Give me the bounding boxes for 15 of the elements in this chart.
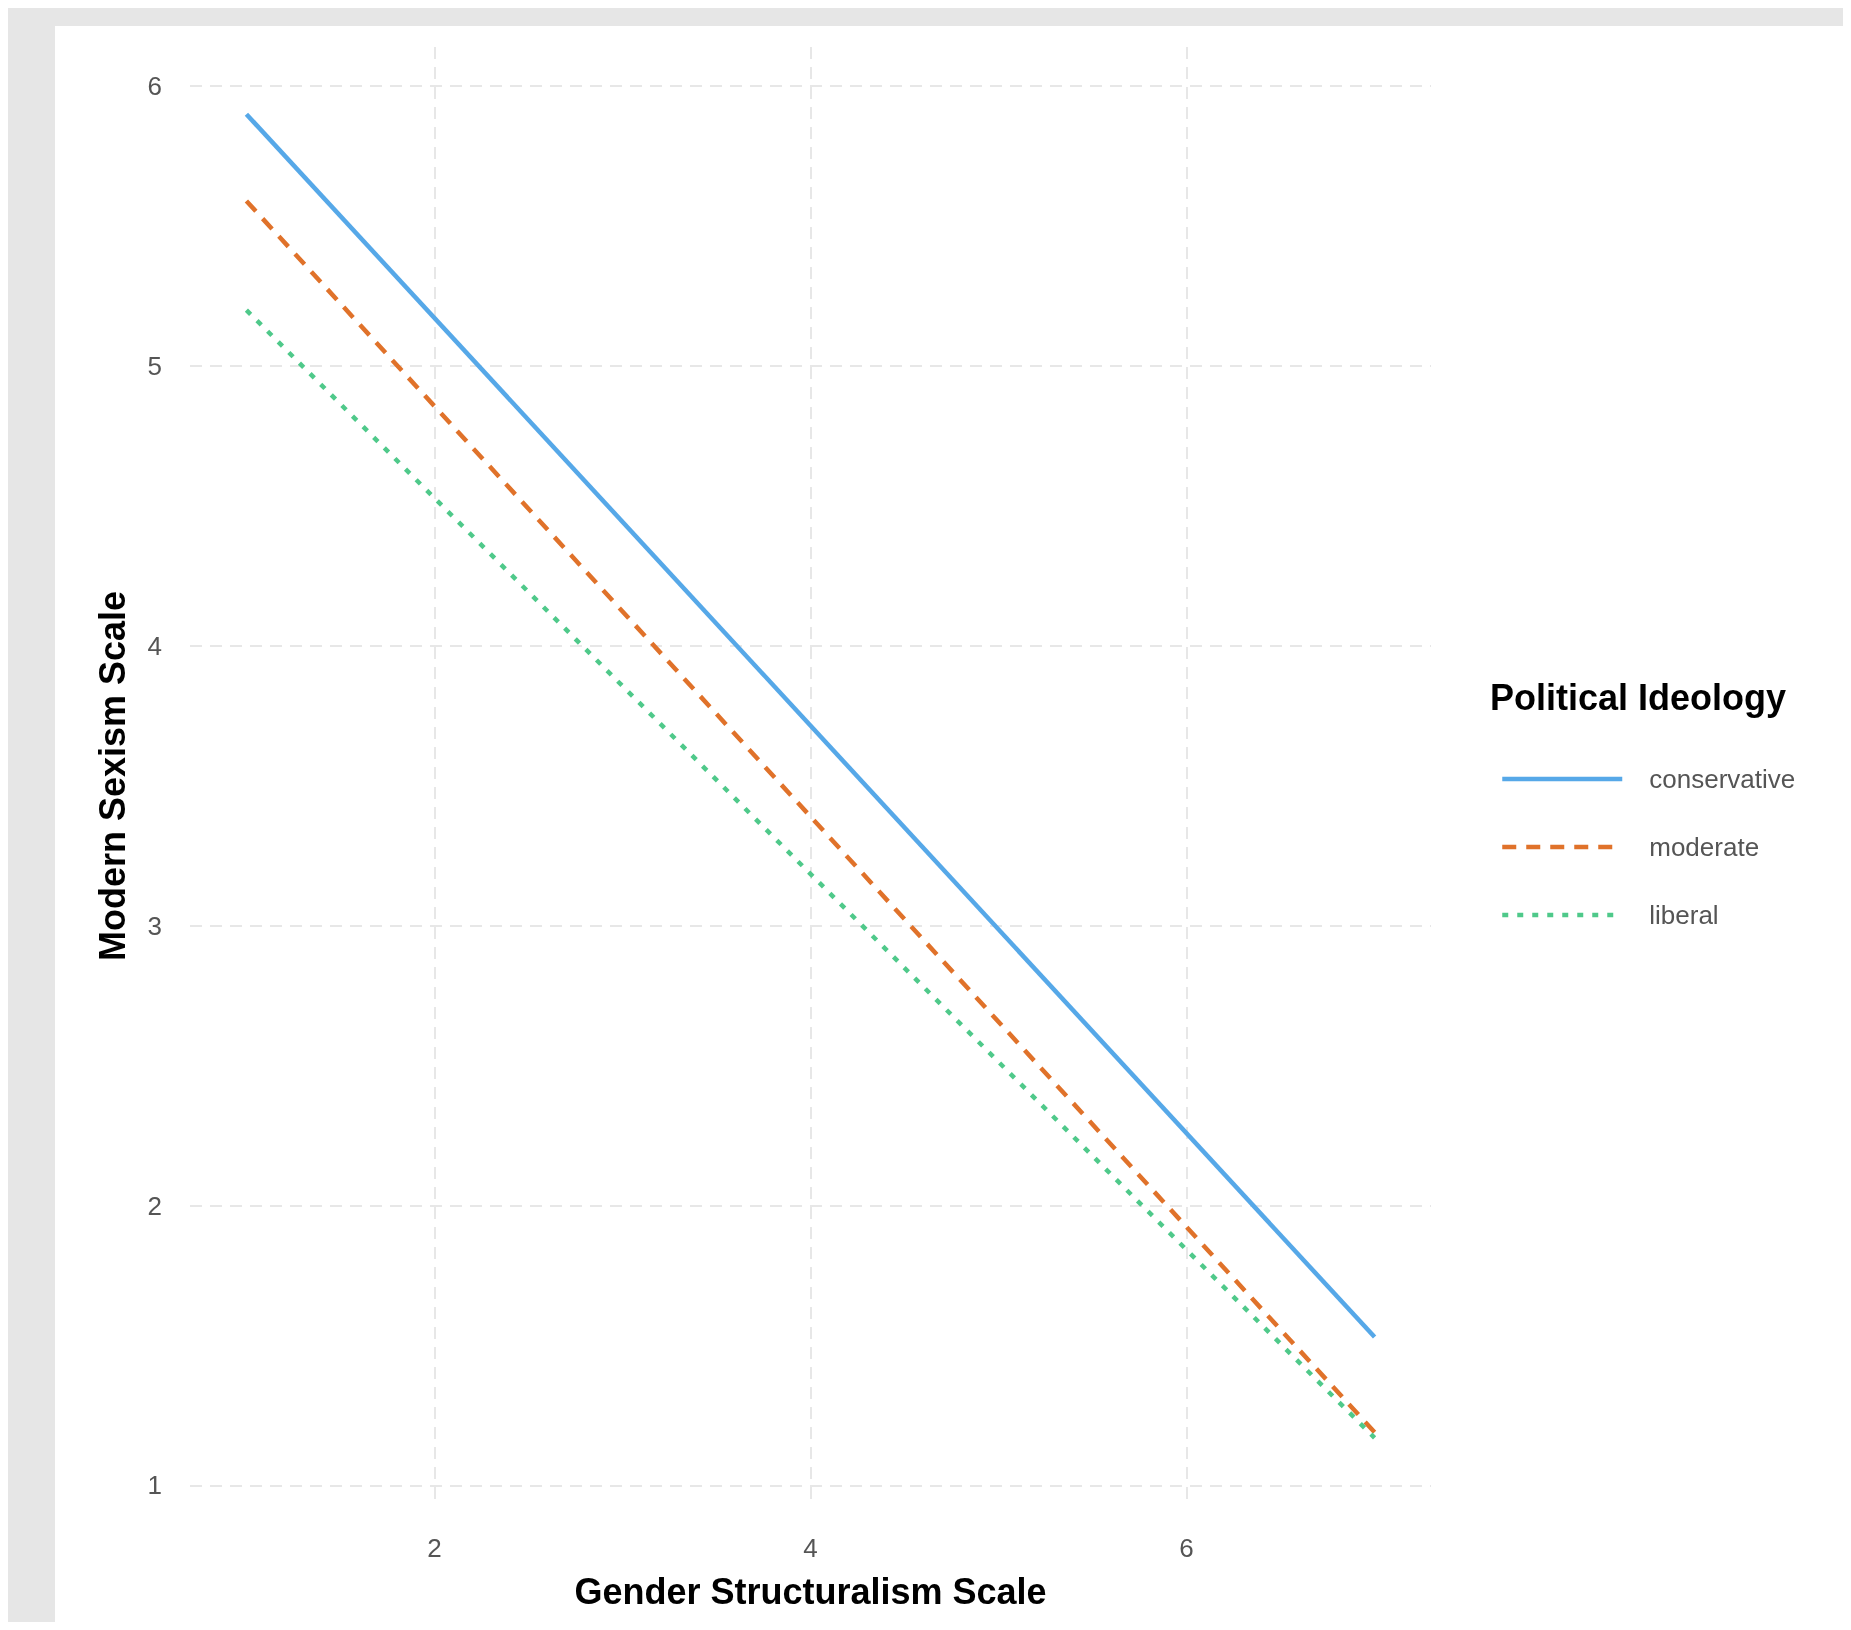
x-tick-label: 4 bbox=[803, 1533, 818, 1563]
y-tick-label: 3 bbox=[147, 910, 162, 941]
x-axis-title: Gender Structuralism Scale bbox=[574, 1570, 1047, 1612]
x-tick-label: 2 bbox=[427, 1533, 442, 1563]
legend-label: liberal bbox=[1649, 900, 1719, 930]
x-tick-label: 6 bbox=[1179, 1533, 1194, 1563]
legend-label: moderate bbox=[1649, 832, 1760, 862]
y-tick-label: 5 bbox=[147, 351, 162, 382]
y-tick-label: 1 bbox=[147, 1470, 162, 1501]
legend-title: Political Ideology bbox=[1490, 676, 1787, 718]
y-tick-label: 4 bbox=[147, 630, 162, 661]
y-tick-label: 6 bbox=[147, 71, 162, 102]
legend-label: conservative bbox=[1649, 764, 1796, 794]
y-tick-label: 2 bbox=[147, 1190, 162, 1221]
y-axis-title: Modern Sexism Scale bbox=[91, 590, 133, 962]
